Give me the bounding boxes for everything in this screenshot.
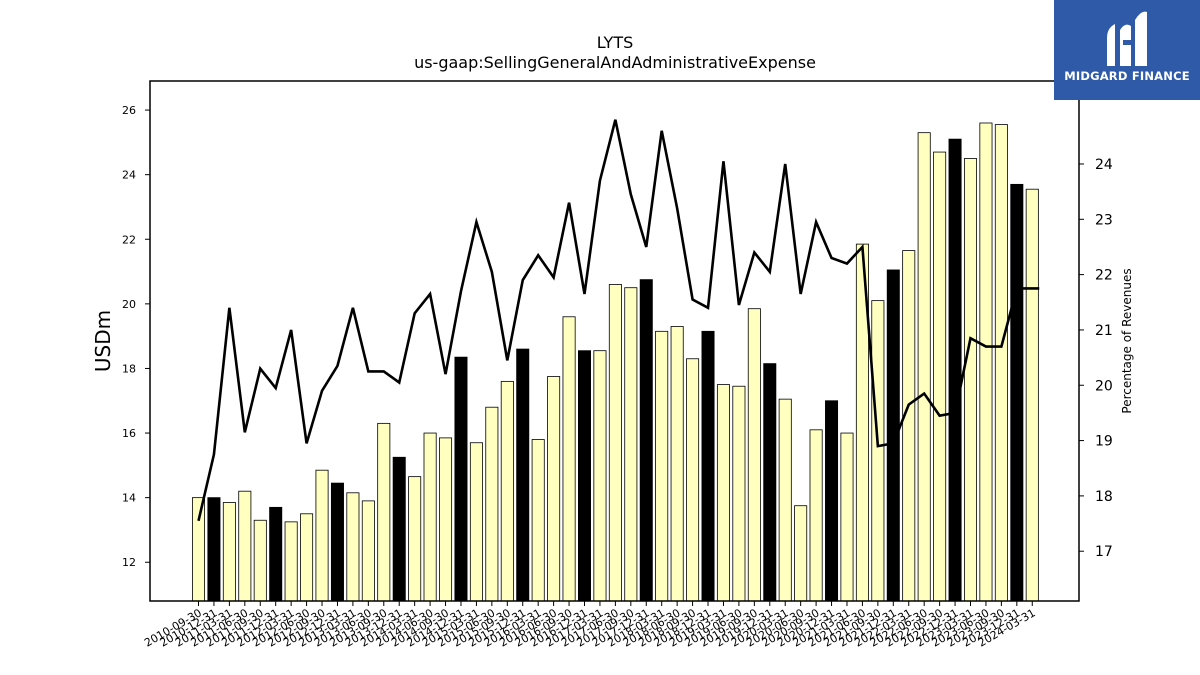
- y2-tick-label: 20: [1095, 378, 1113, 394]
- bar: [624, 287, 638, 602]
- bar: [763, 363, 777, 602]
- y2-tick-label: 17: [1095, 544, 1113, 560]
- bar: [871, 300, 885, 602]
- y2-tick-label: 24: [1095, 157, 1113, 173]
- bar: [778, 398, 792, 602]
- y-axis: 12 14 16 18 20 22 24 26: [122, 104, 150, 569]
- bar: [948, 138, 962, 602]
- bar: [809, 429, 823, 602]
- bar: [1025, 188, 1039, 602]
- bar: [253, 519, 267, 602]
- y2-tick-label: 23: [1095, 212, 1113, 228]
- bar: [933, 151, 947, 602]
- bar: [454, 356, 468, 602]
- bar: [902, 250, 916, 602]
- y-tick-label: 26: [122, 104, 136, 117]
- bar: [964, 158, 978, 602]
- bar: [670, 326, 684, 602]
- bar: [547, 376, 561, 602]
- bar: [562, 316, 576, 602]
- y-tick-label: 16: [122, 427, 136, 440]
- bar: [207, 497, 221, 602]
- chart-title: LYTS: [597, 33, 634, 52]
- y2-tick-label: 19: [1095, 434, 1113, 450]
- series-line: [197, 119, 1040, 522]
- bar: [377, 422, 391, 602]
- bar: [578, 350, 592, 602]
- bar: [191, 497, 205, 602]
- bar: [639, 279, 653, 602]
- bar: [593, 350, 607, 602]
- bar: [284, 521, 298, 602]
- bar: [531, 439, 545, 602]
- chart-subtitle: us-gaap:SellingGeneralAndAdministrativeE…: [414, 53, 816, 72]
- bar: [840, 432, 854, 602]
- bar: [361, 500, 375, 602]
- bar: [994, 124, 1008, 602]
- bar: [439, 437, 453, 602]
- logo-text: MIDGARD FINANCE: [1064, 69, 1190, 83]
- y-tick-label: 14: [122, 492, 136, 505]
- y-tick-label: 18: [122, 362, 136, 375]
- plot-frame: [149, 80, 1080, 602]
- bar: [701, 330, 715, 602]
- y-tick-label: 24: [122, 169, 136, 182]
- y-tick-label: 20: [122, 298, 136, 311]
- bar-group: [191, 122, 1039, 602]
- bar: [655, 330, 669, 602]
- y2-tick-label: 18: [1095, 489, 1113, 505]
- midgard-logo-icon: [1107, 11, 1147, 67]
- y2-axis: 17 18 19 20 21 22 23 24: [1079, 157, 1113, 560]
- bar: [300, 513, 314, 602]
- bar: [222, 502, 236, 602]
- bar: [516, 348, 530, 602]
- midgard-finance-logo: MIDGARD FINANCE: [1054, 0, 1200, 100]
- bar: [716, 384, 730, 602]
- bar: [608, 284, 622, 602]
- bar: [979, 122, 993, 602]
- bar: [794, 505, 808, 602]
- y-axis-label: USDm: [91, 310, 115, 372]
- bar: [346, 492, 360, 602]
- bar: [747, 308, 761, 602]
- bar: [269, 506, 283, 602]
- bar: [485, 406, 499, 602]
- y2-tick-label: 22: [1095, 268, 1113, 284]
- bar: [917, 132, 931, 602]
- bar: [732, 385, 746, 602]
- bar: [392, 456, 406, 602]
- bar: [315, 469, 329, 602]
- bar: [408, 476, 422, 602]
- bar: [686, 358, 700, 602]
- bar: [500, 380, 514, 602]
- bar: [469, 442, 483, 602]
- y2-axis-label: Percentage of Revenues: [1120, 268, 1134, 413]
- y2-tick-label: 21: [1095, 323, 1113, 339]
- bar: [1010, 183, 1024, 602]
- line-group: [197, 119, 1040, 522]
- y-tick-label: 12: [122, 556, 136, 569]
- bar: [825, 400, 839, 602]
- bar: [423, 432, 437, 602]
- x-axis: 2010-09-302010-12-312011-03-312011-06-30…: [142, 601, 1038, 650]
- bar: [330, 482, 344, 602]
- y-tick-label: 22: [122, 233, 136, 246]
- bar: [238, 490, 252, 602]
